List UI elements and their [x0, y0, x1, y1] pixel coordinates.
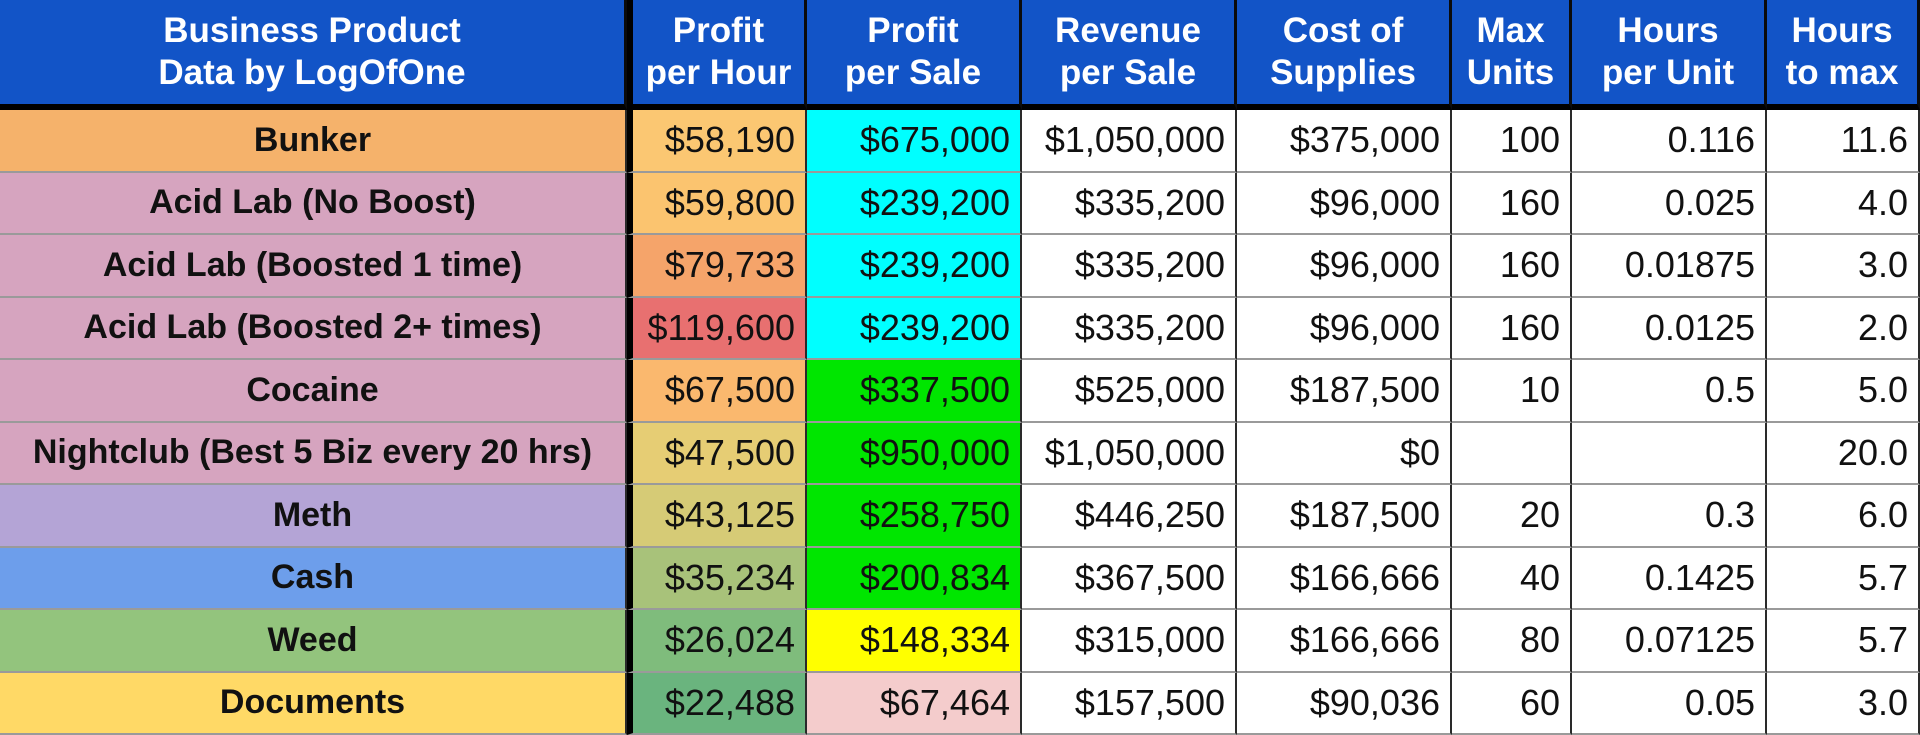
profit-per-hour-cell: $43,125	[627, 485, 807, 548]
profit-per-sale-cell: $258,750	[807, 485, 1022, 548]
cost-of-supplies-cell: $187,500	[1237, 485, 1452, 548]
profit-per-sale-cell: $200,834	[807, 547, 1022, 610]
hours-per-unit-cell: 0.01875	[1572, 235, 1767, 298]
product-name-cell: Cash	[0, 547, 627, 610]
cost-of-supplies-cell: $96,000	[1237, 235, 1452, 298]
hours-to-max-cell: 11.6	[1767, 110, 1920, 173]
hours-to-max-cell: 5.7	[1767, 547, 1920, 610]
hours-to-max-cell: 2.0	[1767, 297, 1920, 360]
revenue-per-sale-cell: $335,200	[1022, 172, 1237, 235]
cost-of-supplies-cell: $187,500	[1237, 360, 1452, 423]
revenue-per-sale-cell: $446,250	[1022, 485, 1237, 548]
hours-to-max-cell: 3.0	[1767, 235, 1920, 298]
max-units-cell: 100	[1452, 110, 1572, 173]
product-name-cell: Documents	[0, 672, 627, 735]
revenue-per-sale-cell: $335,200	[1022, 235, 1237, 298]
profit-per-sale-cell: $675,000	[807, 110, 1022, 173]
cost-of-supplies-cell: $96,000	[1237, 172, 1452, 235]
cost-of-supplies-cell: $96,000	[1237, 297, 1452, 360]
cost-of-supplies-cell: $166,666	[1237, 610, 1452, 673]
profit-per-hour-cell: $35,234	[627, 547, 807, 610]
profit-per-hour-cell: $79,733	[627, 235, 807, 298]
revenue-per-sale-cell: $335,200	[1022, 297, 1237, 360]
hours-per-unit-cell: 0.5	[1572, 360, 1767, 423]
revenue-per-sale-cell: $315,000	[1022, 610, 1237, 673]
header-hours-per-unit: Hours per Unit	[1572, 0, 1767, 110]
hours-per-unit-cell: 0.025	[1572, 172, 1767, 235]
profit-per-hour-cell: $26,024	[627, 610, 807, 673]
hours-per-unit-cell: 0.116	[1572, 110, 1767, 173]
product-name-cell: Acid Lab (No Boost)	[0, 172, 627, 235]
profit-per-sale-cell: $239,200	[807, 172, 1022, 235]
hours-per-unit-cell: 0.07125	[1572, 610, 1767, 673]
hours-per-unit-cell: 0.05	[1572, 672, 1767, 735]
profit-per-sale-cell: $67,464	[807, 672, 1022, 735]
revenue-per-sale-cell: $525,000	[1022, 360, 1237, 423]
max-units-cell	[1452, 422, 1572, 485]
profit-per-hour-cell: $58,190	[627, 110, 807, 173]
product-name-cell: Acid Lab (Boosted 1 time)	[0, 235, 627, 298]
revenue-per-sale-cell: $1,050,000	[1022, 110, 1237, 173]
cost-of-supplies-cell: $0	[1237, 422, 1452, 485]
product-name-cell: Weed	[0, 610, 627, 673]
product-name-cell: Meth	[0, 485, 627, 548]
cost-of-supplies-cell: $90,036	[1237, 672, 1452, 735]
cost-of-supplies-cell: $375,000	[1237, 110, 1452, 173]
header-product: Business Product Data by LogOfOne	[0, 0, 627, 110]
profit-per-hour-cell: $59,800	[627, 172, 807, 235]
profit-per-hour-cell: $119,600	[627, 297, 807, 360]
profit-per-hour-cell: $22,488	[627, 672, 807, 735]
profit-per-sale-cell: $148,334	[807, 610, 1022, 673]
hours-per-unit-cell: 0.3	[1572, 485, 1767, 548]
max-units-cell: 160	[1452, 172, 1572, 235]
hours-per-unit-cell	[1572, 422, 1767, 485]
profit-per-sale-cell: $239,200	[807, 235, 1022, 298]
header-profit-per-sale: Profit per Sale	[807, 0, 1022, 110]
profit-per-hour-cell: $67,500	[627, 360, 807, 423]
header-hours-to-max: Hours to max	[1767, 0, 1920, 110]
max-units-cell: 40	[1452, 547, 1572, 610]
max-units-cell: 60	[1452, 672, 1572, 735]
product-name-cell: Nightclub (Best 5 Biz every 20 hrs)	[0, 422, 627, 485]
hours-per-unit-cell: 0.1425	[1572, 547, 1767, 610]
max-units-cell: 160	[1452, 235, 1572, 298]
hours-to-max-cell: 5.0	[1767, 360, 1920, 423]
product-name-cell: Acid Lab (Boosted 2+ times)	[0, 297, 627, 360]
profit-per-sale-cell: $239,200	[807, 297, 1022, 360]
product-name-cell: Cocaine	[0, 360, 627, 423]
header-cost-of-supplies: Cost of Supplies	[1237, 0, 1452, 110]
revenue-per-sale-cell: $1,050,000	[1022, 422, 1237, 485]
profit-per-sale-cell: $337,500	[807, 360, 1022, 423]
max-units-cell: 10	[1452, 360, 1572, 423]
revenue-per-sale-cell: $157,500	[1022, 672, 1237, 735]
max-units-cell: 20	[1452, 485, 1572, 548]
hours-to-max-cell: 20.0	[1767, 422, 1920, 485]
header-max-units: Max Units	[1452, 0, 1572, 110]
header-profit-per-hour: Profit per Hour	[627, 0, 807, 110]
profit-per-hour-cell: $47,500	[627, 422, 807, 485]
product-name-cell: Bunker	[0, 110, 627, 173]
cost-of-supplies-cell: $166,666	[1237, 547, 1452, 610]
hours-to-max-cell: 3.0	[1767, 672, 1920, 735]
hours-to-max-cell: 5.7	[1767, 610, 1920, 673]
profit-per-sale-cell: $950,000	[807, 422, 1022, 485]
max-units-cell: 80	[1452, 610, 1572, 673]
hours-per-unit-cell: 0.0125	[1572, 297, 1767, 360]
hours-to-max-cell: 4.0	[1767, 172, 1920, 235]
revenue-per-sale-cell: $367,500	[1022, 547, 1237, 610]
hours-to-max-cell: 6.0	[1767, 485, 1920, 548]
max-units-cell: 160	[1452, 297, 1572, 360]
header-revenue-per-sale: Revenue per Sale	[1022, 0, 1237, 110]
